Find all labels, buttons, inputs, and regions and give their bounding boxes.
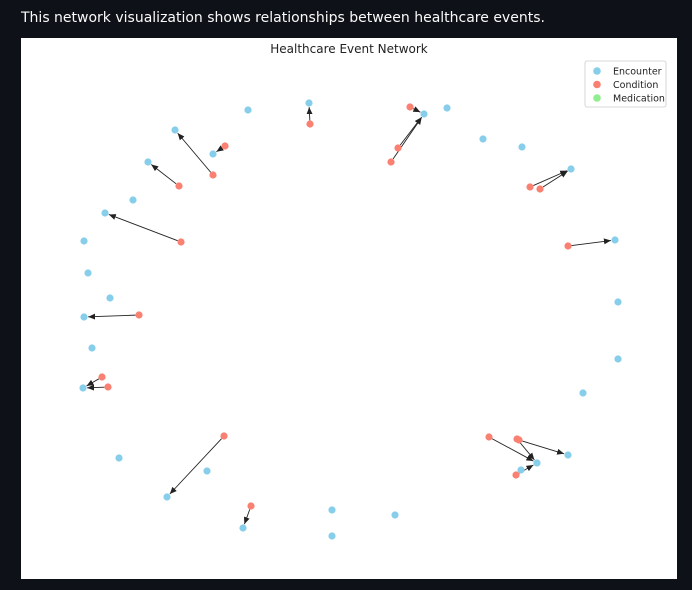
node-encounter-9 xyxy=(518,143,526,151)
node-encounter-42 xyxy=(80,237,88,245)
node-encounter-10 xyxy=(567,165,575,173)
chart-title: Healthcare Event Network xyxy=(270,42,428,56)
node-encounter-23 xyxy=(517,466,525,474)
edge-34-36 xyxy=(86,378,100,387)
legend-marker-encounter xyxy=(593,67,601,75)
legend-marker-condition xyxy=(593,80,601,89)
node-encounter-5 xyxy=(443,104,451,112)
edge-1-0 xyxy=(306,107,313,121)
edge-50-49 xyxy=(216,145,224,153)
network-chart: Healthcare Event Network Encounter Condit… xyxy=(79,42,667,540)
node-condition-50 xyxy=(221,142,229,150)
node-condition-12 xyxy=(536,185,544,193)
node-encounter-30 xyxy=(203,467,211,475)
node-condition-46 xyxy=(175,182,183,190)
node-encounter-41 xyxy=(84,269,92,277)
edge-6-4 xyxy=(399,116,422,146)
edge-28-29 xyxy=(243,509,251,525)
node-condition-28 xyxy=(247,502,255,510)
node-condition-43 xyxy=(177,238,185,246)
edge-layer xyxy=(86,106,611,525)
edge-21-18 xyxy=(522,440,565,455)
edge-12-10 xyxy=(542,170,568,188)
node-encounter-25 xyxy=(391,511,399,519)
node-encounter-8 xyxy=(479,135,487,143)
edge-35-36 xyxy=(87,384,105,391)
node-encounter-33 xyxy=(115,454,123,462)
node-encounter-2 xyxy=(244,106,252,114)
legend-box xyxy=(584,60,667,108)
node-encounter-47 xyxy=(144,158,152,166)
legend-label-medication: Medication xyxy=(613,94,665,105)
edge-7-4 xyxy=(392,117,423,160)
legend-label-condition: Condition xyxy=(613,80,658,91)
node-condition-6 xyxy=(394,144,402,152)
node-encounter-15 xyxy=(614,298,622,306)
edge-14-13 xyxy=(571,238,611,246)
node-encounter-39 xyxy=(80,313,88,321)
legend: Encounter Condition Medication xyxy=(584,60,667,108)
node-encounter-37 xyxy=(88,344,96,352)
node-condition-24 xyxy=(512,471,520,479)
node-encounter-32 xyxy=(163,493,171,501)
node-encounter-17 xyxy=(579,389,587,397)
node-encounter-4 xyxy=(420,110,428,118)
node-condition-19 xyxy=(485,433,493,441)
node-condition-38 xyxy=(135,311,143,319)
node-encounter-27 xyxy=(328,532,336,540)
page-caption: This network visualization shows relatio… xyxy=(21,10,545,26)
node-layer xyxy=(79,99,622,540)
edge-20-22 xyxy=(518,441,535,461)
node-encounter-40 xyxy=(106,294,114,302)
edge-48-51 xyxy=(177,132,212,173)
node-encounter-51 xyxy=(171,126,179,134)
node-condition-11 xyxy=(526,183,534,191)
legend-label-encounter: Encounter xyxy=(613,67,662,78)
node-encounter-36 xyxy=(79,384,87,392)
node-condition-14 xyxy=(564,242,572,250)
edge-46-47 xyxy=(150,164,177,185)
node-encounter-18 xyxy=(564,451,572,459)
network-figure: Healthcare Event Network Encounter Condit… xyxy=(21,38,677,579)
edge-3-4 xyxy=(412,106,421,113)
edge-31-32 xyxy=(169,438,222,495)
edge-38-39 xyxy=(88,313,136,320)
node-condition-31 xyxy=(220,432,228,440)
node-condition-3 xyxy=(406,103,414,111)
node-encounter-22 xyxy=(533,459,541,467)
node-condition-7 xyxy=(387,158,395,166)
edge-43-44 xyxy=(108,214,178,242)
node-condition-35 xyxy=(104,383,112,391)
node-encounter-16 xyxy=(614,355,622,363)
node-condition-21 xyxy=(515,436,523,444)
node-encounter-49 xyxy=(209,150,217,158)
node-encounter-26 xyxy=(328,506,336,514)
node-condition-34 xyxy=(98,373,106,381)
node-condition-48 xyxy=(209,171,217,179)
node-encounter-29 xyxy=(239,524,247,532)
legend-marker-medication xyxy=(593,94,601,102)
node-condition-1 xyxy=(306,120,314,128)
node-encounter-13 xyxy=(611,236,619,244)
node-encounter-44 xyxy=(101,209,109,217)
edge-11-10 xyxy=(533,170,568,186)
edge-19-22 xyxy=(491,438,534,462)
node-encounter-45 xyxy=(129,196,137,204)
node-encounter-0 xyxy=(305,99,313,107)
